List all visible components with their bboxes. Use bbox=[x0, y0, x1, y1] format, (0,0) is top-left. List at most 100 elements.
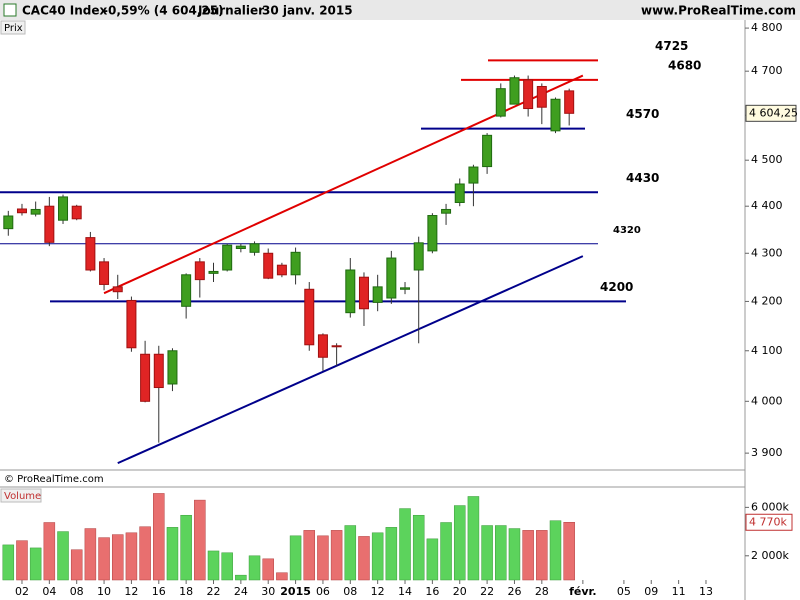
volume-bar bbox=[84, 528, 97, 581]
header-icon bbox=[3, 3, 17, 17]
x-tick-label: 08 bbox=[343, 585, 357, 598]
level-label: 4570 bbox=[626, 107, 659, 121]
volume-bar bbox=[16, 540, 28, 581]
volume-bar bbox=[522, 530, 534, 581]
candle-body bbox=[290, 251, 301, 276]
panel-label: Volume bbox=[4, 491, 41, 502]
volume-bar bbox=[289, 535, 302, 581]
header-site: www.ProRealTime.com bbox=[641, 4, 796, 18]
x-tick-label: 13 bbox=[699, 585, 713, 598]
x-tick-label: 09 bbox=[644, 585, 658, 598]
x-tick-label: 20 bbox=[453, 585, 467, 598]
candle-body bbox=[550, 98, 561, 132]
x-tick-label: 14 bbox=[398, 585, 412, 598]
candle-body bbox=[140, 353, 151, 402]
volume-bar bbox=[180, 514, 192, 581]
copyright: © ProRealTime.com bbox=[4, 474, 104, 485]
volume-bar bbox=[317, 535, 329, 581]
volume-bar bbox=[2, 544, 15, 581]
x-tick-label: 28 bbox=[535, 585, 549, 598]
panel-label-box bbox=[0, 488, 42, 503]
trendline bbox=[117, 255, 584, 465]
y-tick-label: 4 200 bbox=[751, 294, 783, 307]
panel-label-box bbox=[0, 20, 26, 35]
candle-body bbox=[181, 274, 192, 307]
volume-bar bbox=[221, 552, 233, 581]
candle-body bbox=[427, 215, 438, 252]
candle-body bbox=[112, 286, 123, 293]
candle-body bbox=[208, 270, 219, 274]
volume-bar bbox=[467, 496, 480, 581]
x-tick-label: 11 bbox=[672, 585, 686, 598]
volume-bar bbox=[194, 499, 206, 581]
y-tick-label: 4 100 bbox=[751, 344, 783, 357]
candle-body bbox=[194, 261, 205, 281]
volume-bar bbox=[248, 555, 261, 581]
candle-body bbox=[222, 244, 233, 271]
candle-body bbox=[317, 334, 328, 358]
trendline bbox=[103, 74, 584, 295]
volume-bar bbox=[453, 505, 466, 581]
x-tick-label: 22 bbox=[207, 585, 221, 598]
header-period: Journalier bbox=[197, 4, 264, 18]
level-label: 4200 bbox=[600, 280, 633, 294]
candle-body bbox=[441, 208, 452, 214]
volume-bar bbox=[536, 530, 548, 581]
x-tick-label: 26 bbox=[507, 585, 521, 598]
candle-body bbox=[564, 90, 575, 114]
volume-bar bbox=[29, 547, 42, 581]
volume-bar bbox=[508, 528, 521, 581]
volume-bar bbox=[303, 530, 316, 581]
panel-label: Prix bbox=[4, 23, 23, 34]
candle-body bbox=[454, 183, 465, 203]
candle-body bbox=[331, 345, 342, 348]
candle-body bbox=[30, 208, 41, 215]
volume-tag-label: 4 770k bbox=[749, 515, 787, 528]
y-tick-label: 4 000 bbox=[751, 394, 783, 407]
level-label: 4430 bbox=[626, 171, 659, 185]
volume-bar bbox=[495, 525, 507, 581]
x-tick-label: 16 bbox=[425, 585, 439, 598]
candle-body bbox=[263, 252, 274, 279]
candle-body bbox=[126, 299, 137, 349]
candle-body bbox=[153, 353, 164, 389]
level-label: 4320 bbox=[613, 225, 641, 236]
volume-bar bbox=[358, 536, 370, 581]
candle-body bbox=[358, 276, 369, 310]
candle-body bbox=[304, 288, 315, 346]
candle-body bbox=[345, 269, 356, 314]
volume-bar bbox=[57, 531, 69, 581]
volume-bar bbox=[563, 522, 575, 581]
y-tick-label: 4 400 bbox=[751, 199, 783, 212]
volume-tag bbox=[745, 513, 793, 531]
level-label: 4725 bbox=[655, 39, 688, 53]
candle-body bbox=[509, 77, 520, 105]
volume-bar bbox=[111, 534, 124, 581]
candle-body bbox=[235, 245, 246, 250]
candle-body bbox=[400, 287, 411, 290]
y-tick-label: 2 000k bbox=[751, 549, 789, 562]
volume-bar bbox=[412, 514, 425, 581]
volume-bar bbox=[371, 532, 384, 581]
x-tick-label: 22 bbox=[480, 585, 494, 598]
candle-body bbox=[413, 242, 424, 271]
volume-bar bbox=[125, 532, 138, 581]
x-tick-label: 18 bbox=[179, 585, 193, 598]
candle-body bbox=[71, 205, 82, 220]
candle-body bbox=[85, 237, 96, 271]
candle-body bbox=[167, 350, 178, 385]
volume-bar bbox=[153, 493, 165, 581]
x-tick-label: 12 bbox=[124, 585, 138, 598]
y-tick-label: 6 000k bbox=[751, 500, 789, 513]
candle-body bbox=[249, 243, 260, 253]
volume-bar bbox=[139, 526, 151, 581]
volume-bar bbox=[549, 520, 562, 581]
x-tick-label: 12 bbox=[371, 585, 385, 598]
candle-body bbox=[372, 286, 383, 303]
volume-bar bbox=[344, 525, 357, 581]
candle-body bbox=[482, 134, 493, 168]
candle-body bbox=[386, 257, 397, 299]
volume-bar bbox=[235, 574, 247, 581]
y-tick-label: 4 700 bbox=[751, 64, 783, 77]
x-tick-label: 30 bbox=[261, 585, 275, 598]
